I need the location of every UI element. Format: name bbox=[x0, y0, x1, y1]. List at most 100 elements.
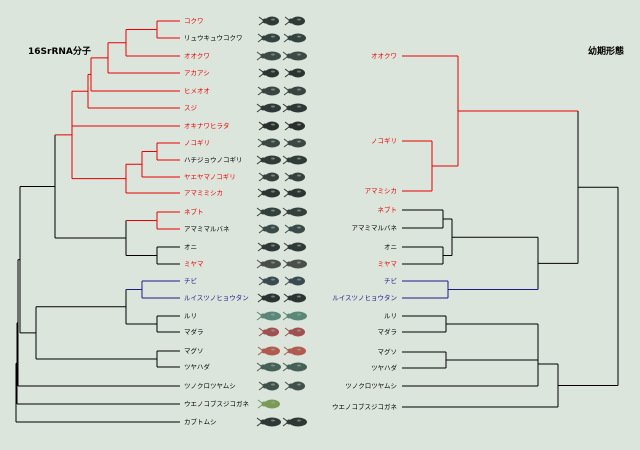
beetle-head bbox=[262, 123, 268, 129]
beetle-mandible bbox=[257, 346, 263, 351]
right-label: ツヤハダ bbox=[371, 363, 397, 372]
beetle-mandible bbox=[256, 212, 262, 217]
beetle-mandible bbox=[258, 16, 264, 21]
beetle-head bbox=[261, 140, 267, 146]
beetle-highlight bbox=[297, 140, 301, 143]
left-molecular-tree bbox=[15, 20, 180, 423]
beetle-mandible bbox=[256, 311, 262, 316]
beetle-head bbox=[287, 190, 293, 196]
beetle-body bbox=[264, 33, 280, 43]
beetle-highlight bbox=[271, 364, 275, 367]
left-label: スジ bbox=[184, 104, 198, 112]
beetle-body bbox=[265, 121, 279, 131]
right-label: アマミシカ bbox=[365, 187, 398, 195]
right-label: オオクワ bbox=[371, 52, 397, 60]
beetle-photo bbox=[258, 381, 305, 391]
beetle-head bbox=[261, 295, 267, 301]
beetle-mandible bbox=[283, 91, 289, 96]
beetle-body bbox=[291, 327, 305, 337]
beetle-mandible bbox=[284, 68, 290, 73]
beetle-highlight bbox=[271, 261, 275, 264]
beetle-photo bbox=[258, 327, 305, 337]
beetle-body bbox=[265, 276, 279, 286]
beetle-mandible bbox=[256, 422, 262, 427]
beetle-highlight bbox=[297, 190, 301, 193]
left-tree-title: 16SrRNA分子 bbox=[28, 45, 91, 57]
beetle-body bbox=[289, 259, 307, 269]
left-label: ルイスツノヒョウタン bbox=[184, 293, 249, 302]
beetle-mandible bbox=[258, 386, 264, 391]
beetle-highlight bbox=[297, 364, 301, 367]
beetle-mandible bbox=[257, 242, 263, 247]
beetle-mandible bbox=[258, 332, 264, 337]
beetle-mandible bbox=[256, 160, 262, 165]
beetle-head bbox=[286, 157, 292, 163]
beetle-highlight bbox=[297, 261, 301, 264]
beetle-highlight bbox=[297, 313, 301, 316]
right-species-labels: オオクワノコギリアマミシカネブトアマミマルバネオニミヤマチビルイスツノヒョウタン… bbox=[332, 52, 398, 411]
beetle-mandible bbox=[282, 56, 288, 61]
beetle-highlight bbox=[297, 419, 301, 422]
beetle-highlight bbox=[271, 123, 275, 126]
beetle-mandible bbox=[257, 143, 263, 148]
beetle-mandible bbox=[257, 247, 263, 252]
beetle-body bbox=[265, 224, 279, 234]
beetle-highlight bbox=[271, 174, 275, 177]
beetle-mandible bbox=[257, 38, 263, 43]
beetle-highlight bbox=[297, 244, 301, 247]
beetle-photo bbox=[257, 33, 306, 43]
right-label: アマミマルバネ bbox=[352, 224, 398, 232]
beetle-mandible bbox=[258, 68, 264, 73]
beetle-mandible bbox=[282, 155, 288, 160]
beetle-photo bbox=[256, 51, 307, 61]
beetle-head bbox=[287, 35, 293, 41]
beetle-highlight bbox=[271, 53, 275, 56]
beetle-photo bbox=[256, 103, 307, 113]
beetle-head bbox=[262, 278, 268, 284]
beetle-highlight bbox=[271, 329, 275, 332]
beetle-photo bbox=[256, 417, 307, 427]
beetle-photo-column bbox=[256, 16, 307, 427]
left-label: アカアシ bbox=[184, 69, 210, 77]
beetle-head bbox=[262, 226, 268, 232]
left-label: ツノクロツヤムシ bbox=[184, 382, 236, 390]
beetle-mandible bbox=[284, 327, 290, 332]
beetle-mandible bbox=[258, 381, 264, 386]
beetle-photo bbox=[257, 399, 280, 409]
beetle-mandible bbox=[258, 224, 264, 229]
beetle-mandible bbox=[284, 121, 290, 126]
beetle-mandible bbox=[257, 298, 263, 303]
beetle-mandible bbox=[257, 193, 263, 198]
beetle-mandible bbox=[283, 33, 289, 38]
beetle-highlight bbox=[297, 295, 301, 298]
right-label: ツノクロツヤムシ bbox=[345, 382, 397, 390]
beetle-head bbox=[288, 278, 294, 284]
beetle-mandible bbox=[258, 327, 264, 332]
beetle-body bbox=[290, 138, 306, 148]
beetle-mandible bbox=[282, 367, 288, 372]
beetle-photo bbox=[258, 276, 305, 286]
beetle-photo bbox=[257, 138, 306, 148]
beetle-mandible bbox=[283, 193, 289, 198]
beetle-highlight bbox=[297, 53, 301, 56]
beetle-head bbox=[288, 383, 294, 389]
beetle-mandible bbox=[282, 259, 288, 264]
left-label: ヤエヤマノコギリ bbox=[184, 173, 236, 181]
beetle-highlight bbox=[297, 209, 301, 212]
beetle-mandible bbox=[256, 264, 262, 269]
beetle-highlight bbox=[297, 70, 301, 73]
beetle-highlight bbox=[271, 313, 275, 316]
beetle-head bbox=[260, 419, 266, 425]
beetle-highlight bbox=[297, 35, 301, 38]
beetle-body bbox=[289, 417, 307, 427]
beetle-highlight bbox=[297, 157, 301, 160]
beetle-mandible bbox=[256, 417, 262, 422]
beetle-mandible bbox=[284, 276, 290, 281]
beetle-head bbox=[287, 348, 293, 354]
beetle-head bbox=[262, 18, 268, 24]
left-species-labels: コクワリュウキュウコクワオオクワアカアシヒメオオスジオキナワヒラタノコギリハチジ… bbox=[184, 17, 250, 426]
beetle-body bbox=[263, 207, 281, 217]
left-label: リュウキュウコクワ bbox=[184, 34, 243, 42]
beetle-body bbox=[291, 68, 305, 78]
